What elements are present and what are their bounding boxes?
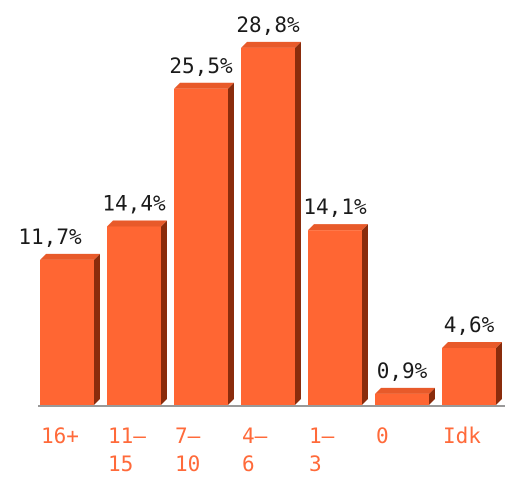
tick-label-1: 11– 15 [108, 424, 146, 476]
data-label-4: 14,1% [303, 195, 367, 219]
bar-side-0 [94, 253, 100, 405]
bar-side-5 [429, 387, 435, 405]
tick-label-3-line-1: 6 [242, 452, 255, 476]
bar-5 [375, 387, 435, 405]
tick-label-6: Idk [443, 424, 481, 448]
tick-label-4-line-1: 3 [309, 452, 322, 476]
data-label-6: 4,6% [444, 313, 495, 337]
bar-front-2 [174, 88, 228, 406]
tick-label-1-line-1: 15 [108, 452, 133, 476]
tick-label-3-line-0: 4– [242, 424, 268, 448]
bar-top-0 [40, 253, 100, 260]
data-labels: 11,7% 14,4% 25,5%28,8% 14,1% 0,9% 4,6% [18, 13, 494, 383]
tick-label-2-line-1: 10 [175, 452, 200, 476]
bar-4 [308, 224, 368, 405]
bar-side-1 [161, 220, 167, 405]
data-label-3: 28,8% [236, 13, 300, 37]
bar-side-4 [362, 224, 368, 405]
bar-6 [442, 341, 502, 405]
bar-2 [174, 82, 234, 406]
x-tick-labels: 16+ 11– 157– 104– 61– 30 Idk [41, 424, 481, 476]
data-label-0: 11,7% [18, 225, 82, 249]
bar-1 [107, 220, 167, 405]
bar-front-0 [40, 259, 94, 405]
bar-front-6 [442, 347, 496, 405]
tick-label-1-line-0: 11– [108, 424, 146, 448]
tick-label-5: 0 [376, 424, 389, 448]
bar-front-5 [375, 393, 429, 405]
bar-front-1 [107, 226, 161, 405]
bar-side-2 [228, 82, 234, 406]
tick-label-2-line-0: 7– [175, 424, 201, 448]
tick-label-3: 4– 6 [242, 424, 268, 476]
tick-label-5-line-0: 0 [376, 424, 389, 448]
bar-side-3 [295, 41, 301, 405]
bar-3 [241, 41, 301, 405]
bar-top-1 [107, 220, 167, 227]
bars [40, 41, 502, 406]
tick-label-2: 7– 10 [175, 424, 201, 476]
data-label-2: 25,5% [169, 54, 233, 78]
bar-top-6 [442, 341, 502, 348]
tick-label-4-line-0: 1– [309, 424, 335, 448]
tick-label-0-line-0: 16+ [41, 424, 79, 448]
data-label-5: 0,9% [377, 359, 428, 383]
bar-front-3 [241, 47, 295, 405]
tick-label-6-line-0: Idk [443, 424, 481, 448]
tick-label-4: 1– 3 [309, 424, 335, 476]
bar-top-3 [241, 41, 301, 48]
bar-0 [40, 253, 100, 405]
data-label-1: 14,4% [102, 191, 166, 215]
bar-top-2 [174, 82, 234, 89]
bar-top-4 [308, 224, 368, 231]
bar-side-6 [496, 341, 502, 405]
bar-top-5 [375, 387, 435, 394]
tick-label-0: 16+ [41, 424, 79, 448]
bar-front-4 [308, 230, 362, 405]
